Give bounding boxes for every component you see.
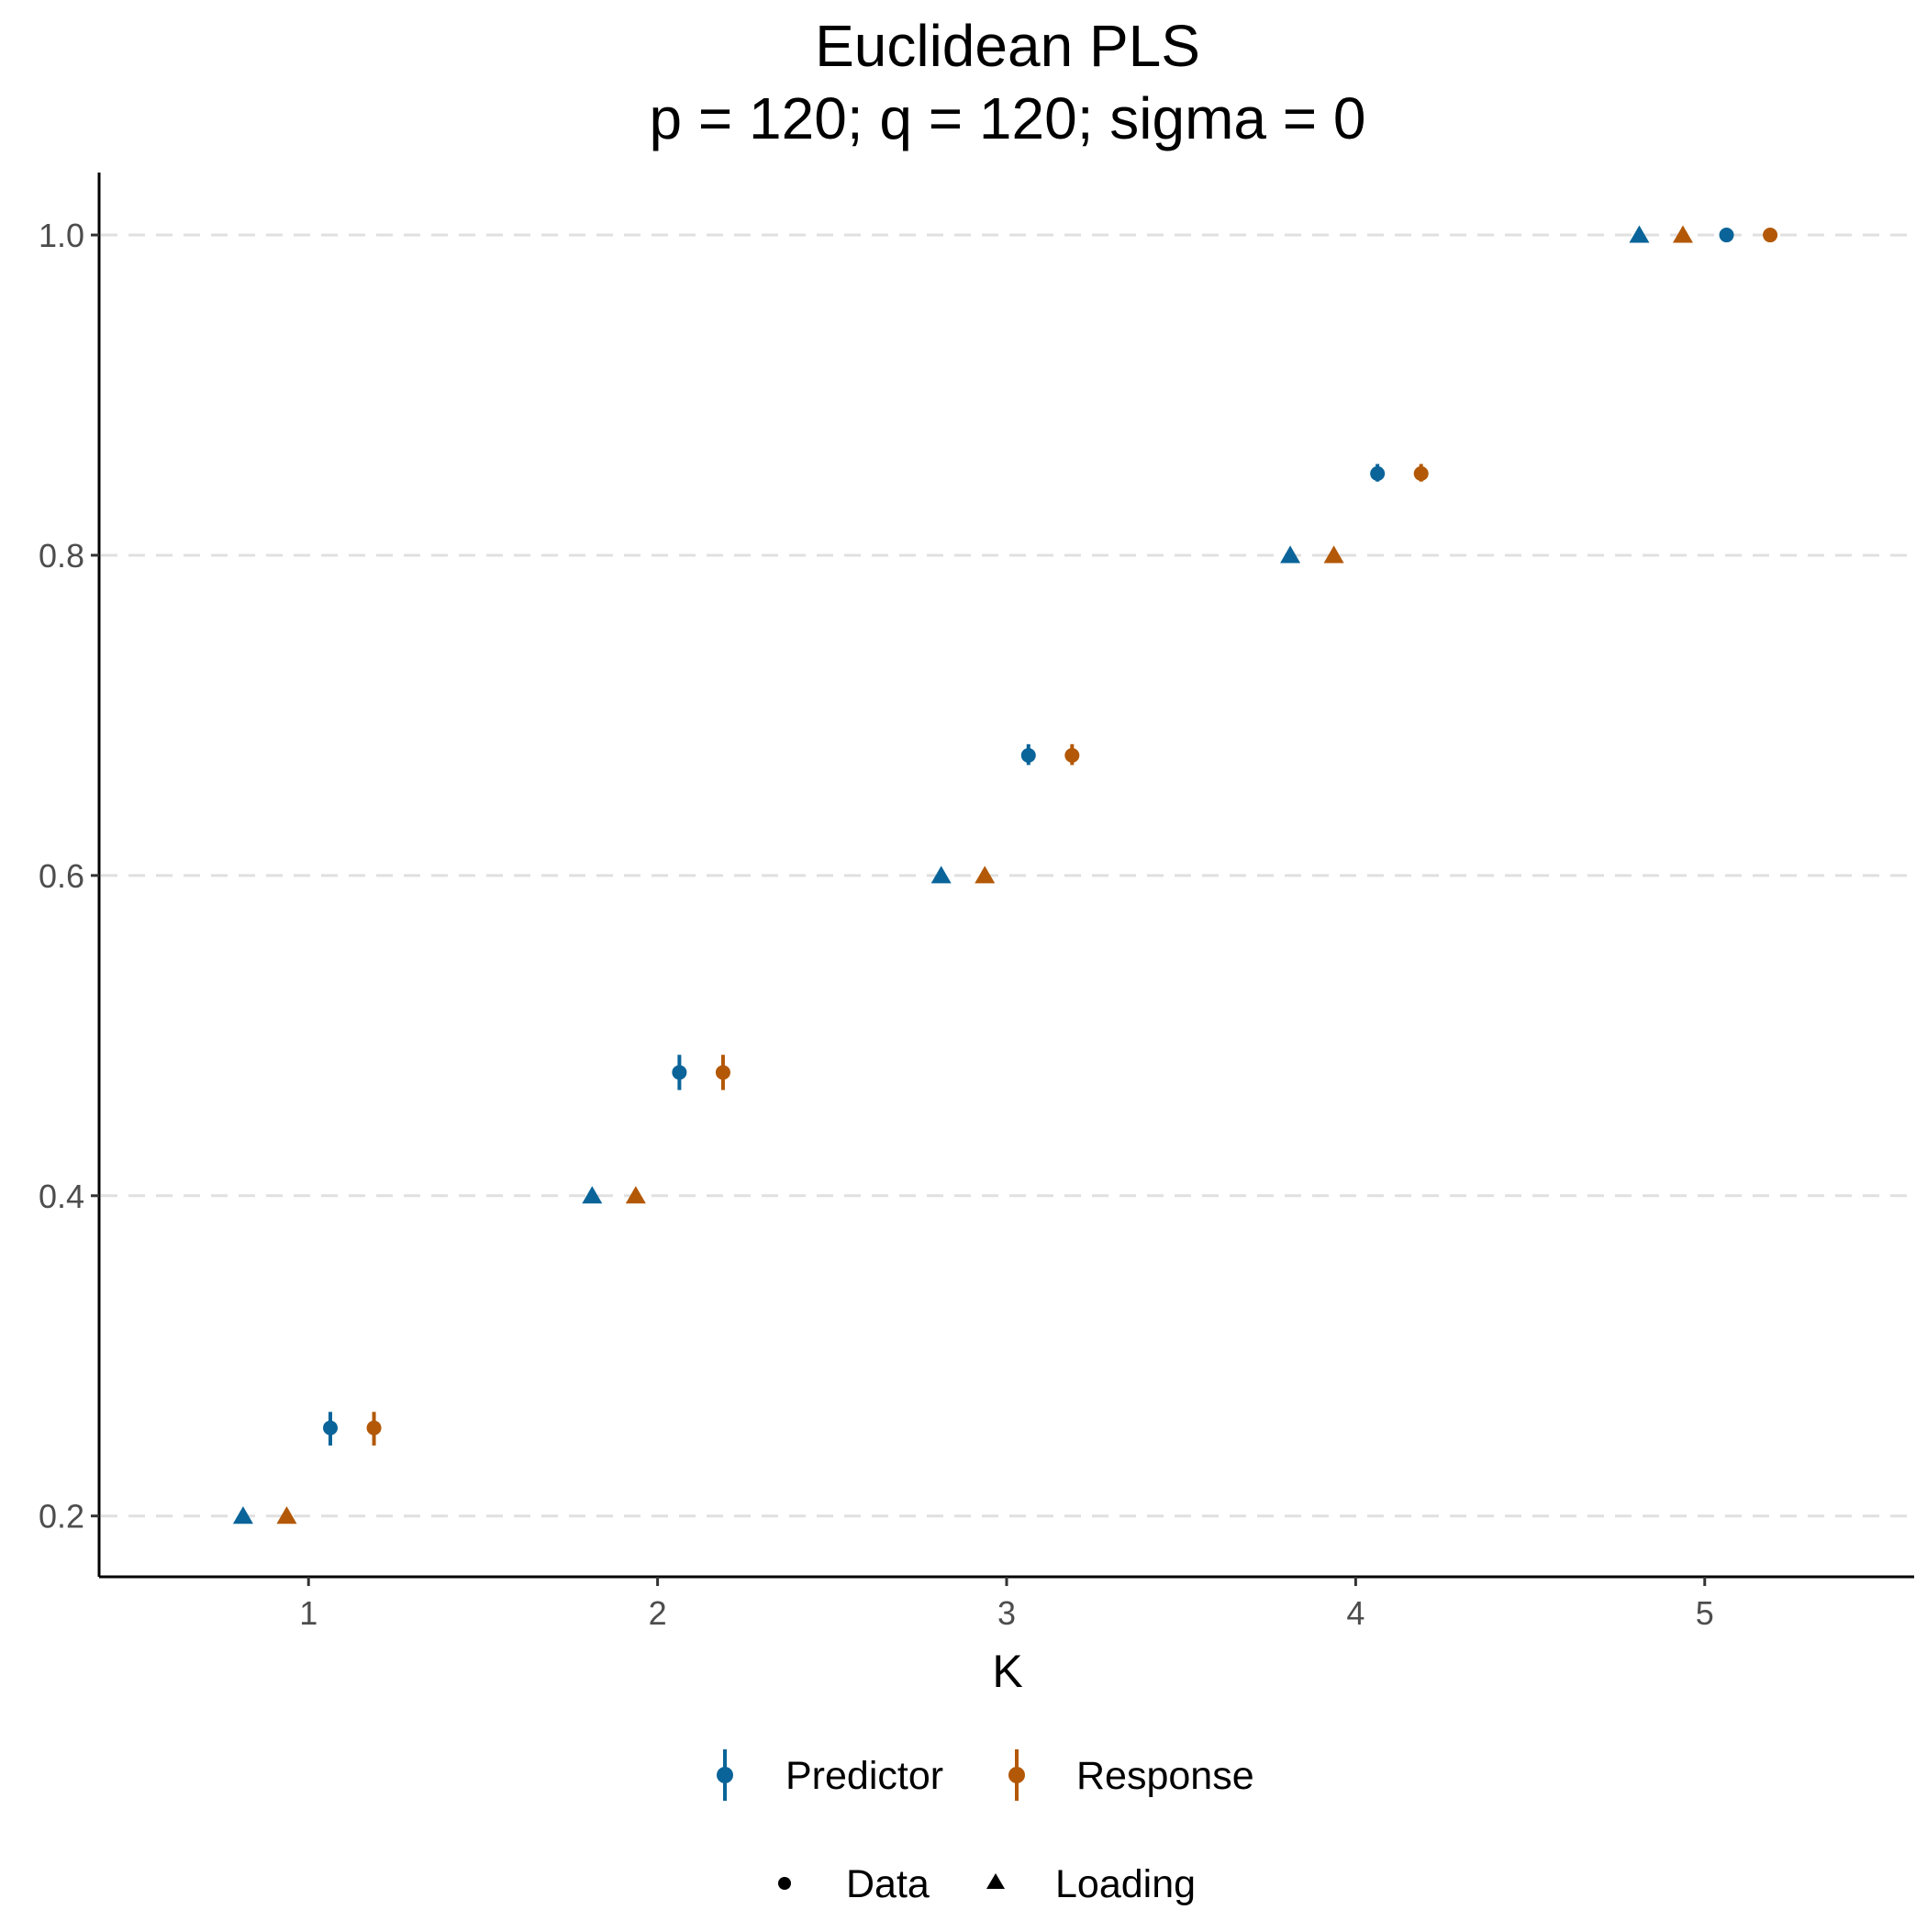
- y-tick-label: 0.4: [39, 1178, 84, 1215]
- legend-loading-triangle-icon: [986, 1873, 1005, 1889]
- legend-loading-label: Loading: [1055, 1862, 1196, 1906]
- legend-predictor-point: [717, 1767, 733, 1783]
- y-tick-label: 1.0: [39, 217, 84, 254]
- y-tick-label: 0.2: [39, 1498, 84, 1536]
- legend-shape: Data Loading: [778, 1862, 1196, 1906]
- x-tick-label: 3: [997, 1594, 1016, 1632]
- x-tick-label: 1: [299, 1594, 317, 1632]
- predictor-data-point: [1020, 748, 1036, 764]
- response-loading-point: [276, 1506, 297, 1524]
- response-data-point: [1763, 228, 1778, 243]
- response-data-point: [366, 1420, 382, 1435]
- chart-title: Euclidean PLS: [815, 13, 1200, 79]
- predictor-data-point: [323, 1420, 339, 1435]
- legend-key-predictor: Predictor: [717, 1749, 943, 1801]
- data-marks: [232, 225, 1778, 1524]
- predictor-loading-point: [232, 1506, 253, 1524]
- legend-key-response: Response: [1008, 1749, 1254, 1801]
- chart-subtitle: p = 120; q = 120; sigma = 0: [650, 85, 1366, 151]
- axes: [97, 173, 1914, 1579]
- legend: Predictor Response Data Loading: [717, 1749, 1254, 1906]
- legend-response-label: Response: [1076, 1754, 1254, 1798]
- x-axis-title: K: [992, 1646, 1022, 1697]
- predictor-data-point: [1370, 465, 1386, 481]
- response-loading-point: [1323, 545, 1344, 564]
- response-loading-point: [1672, 225, 1693, 243]
- legend-key-loading: Loading: [986, 1862, 1196, 1906]
- response-data-point: [1064, 748, 1080, 764]
- legend-response-point: [1008, 1767, 1025, 1783]
- ticks: 0.2 0.4 0.6 0.8 1.0 1 2 3 4 5: [39, 217, 1714, 1632]
- legend-data-circle-icon: [778, 1877, 791, 1890]
- gridlines: [101, 233, 1914, 1518]
- response-data-point: [715, 1065, 730, 1080]
- x-tick-label: 2: [649, 1594, 667, 1632]
- predictor-loading-point: [1629, 225, 1650, 243]
- response-loading-point: [625, 1186, 646, 1204]
- response-loading-point: [975, 865, 996, 884]
- legend-key-data: Data: [778, 1862, 930, 1906]
- predictor-loading-point: [1280, 545, 1301, 564]
- predictor-loading-point: [582, 1186, 603, 1204]
- x-tick-label: 4: [1346, 1594, 1364, 1632]
- predictor-data-point: [672, 1065, 687, 1080]
- legend-color: Predictor Response: [717, 1749, 1254, 1801]
- y-tick-label: 0.8: [39, 537, 84, 575]
- y-tick-label: 0.6: [39, 857, 84, 895]
- legend-data-label: Data: [846, 1862, 930, 1906]
- response-data-point: [1413, 465, 1429, 481]
- predictor-data-point: [1719, 228, 1734, 243]
- x-tick-label: 5: [1696, 1594, 1714, 1632]
- legend-predictor-label: Predictor: [785, 1754, 943, 1798]
- predictor-loading-point: [930, 865, 952, 884]
